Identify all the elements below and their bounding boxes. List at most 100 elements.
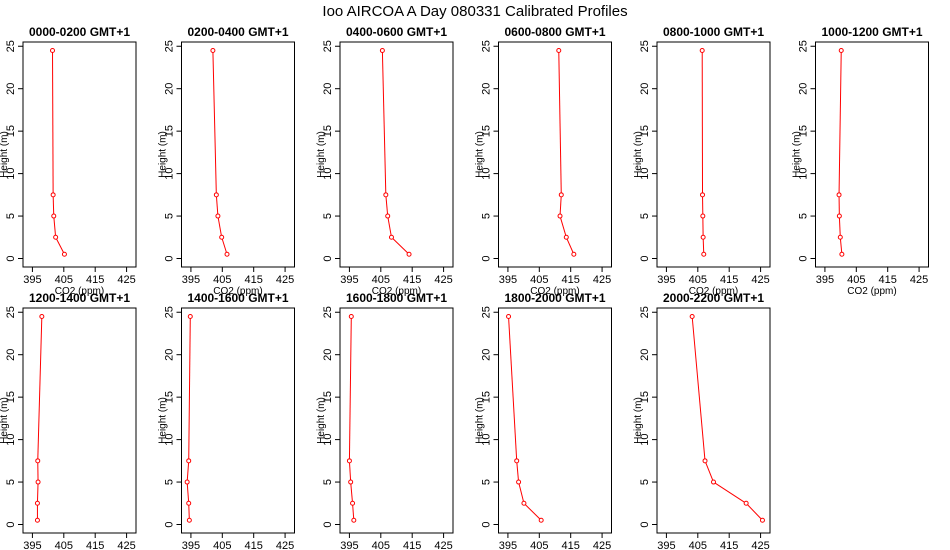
profile-point: [61, 251, 67, 257]
profile-point: [836, 213, 842, 219]
x-tick-label: 405: [689, 540, 707, 550]
profile-segment: [350, 482, 354, 504]
profile-point: [699, 47, 705, 53]
panel-7: 1200-1400 GMT+10510152025395405415425CO2…: [0, 291, 137, 550]
profile-point: [348, 479, 354, 485]
panel-6: 1000-1200 GMT+1 0 5 10 15 20 25 395 405 415 425 CO2…: [792, 25, 929, 297]
profile-segment: [702, 237, 705, 255]
y-tick-label: 20: [5, 349, 17, 361]
y-tick-label: 5: [798, 213, 810, 219]
x-tick-label: 395: [499, 274, 517, 286]
y-tick-label: 15: [481, 125, 493, 137]
profile-point: [187, 313, 193, 319]
y-tick-label: 25: [5, 40, 17, 52]
y-tick-label: 25: [481, 40, 493, 52]
profile-point: [711, 479, 716, 485]
x-tick-label: 415: [245, 274, 263, 286]
x-axis-label: CO2 (ppm): [372, 286, 421, 297]
y-tick-label: 25: [164, 306, 176, 318]
profile-point: [839, 251, 845, 257]
profile-point: [689, 313, 695, 319]
y-tick-label: 10: [322, 433, 334, 445]
x-tick-label: 415: [720, 274, 738, 286]
y-tick-label: 15: [481, 391, 493, 403]
profile-point: [34, 517, 40, 523]
profile-segment: [348, 316, 352, 461]
y-tick-label: 5: [639, 479, 651, 485]
panel-2: 0200-0400 GMT+1 0 5 10 15 20 25 395 405 415 425 CO2…: [158, 25, 295, 297]
profile-segment: [36, 482, 39, 504]
profile-point: [348, 313, 354, 319]
x-axis-label: CO2 (ppm): [530, 286, 579, 297]
profile-point: [759, 517, 765, 523]
x-tick-label: 425: [593, 274, 611, 286]
profile-point: [350, 500, 356, 506]
x-tick-label: 425: [117, 274, 135, 286]
y-tick-label: 5: [639, 213, 651, 219]
plot-frame: [498, 41, 612, 268]
y-axis-label: Height (m): [792, 131, 803, 178]
y-tick-label: 5: [481, 213, 493, 219]
profile-segment: [558, 50, 562, 195]
x-axis-label: CO2 (ppm): [847, 286, 896, 297]
x-tick-label: 405: [55, 274, 73, 286]
panel-title: 1200-1400 GMT+1: [29, 291, 130, 305]
profile-segment: [186, 482, 190, 504]
profile-point: [346, 458, 352, 464]
y-axis-label: Height (m): [158, 397, 169, 444]
y-tick-label: 20: [322, 349, 334, 361]
panel-8: 1400-1600 GMT+10510152025395405415425CO2…: [158, 291, 295, 550]
panel-3: 0400-0600 GMT+1 0 5 10 15 20 25 395 405 415 425 CO2…: [316, 25, 454, 297]
profile-segment: [52, 194, 55, 217]
profile-segment: [52, 50, 54, 195]
y-tick-label: 5: [164, 479, 176, 485]
y-tick-label: 15: [322, 125, 334, 137]
x-tick-label: 415: [562, 540, 580, 550]
profile-segment: [518, 481, 525, 504]
profile-point: [215, 213, 221, 219]
panel-title: 0000-0200 GMT+1: [29, 25, 130, 39]
profile-segment: [186, 460, 190, 483]
profile-point: [702, 458, 708, 464]
profile-point: [385, 213, 391, 219]
y-tick-label: 20: [639, 349, 651, 361]
x-tick-label: 415: [720, 540, 738, 550]
panel-1: 0000-0200 GMT+1 0 5 10 15 20 25 395 405 415 425 CO2…: [0, 25, 137, 297]
x-axis-label: CO2 (ppm): [55, 286, 104, 297]
plot-frame: [181, 41, 295, 268]
y-tick-label: 10: [798, 167, 810, 179]
y-tick-label: 15: [5, 391, 17, 403]
panel-title: 1000-1200 GMT+1: [821, 25, 922, 39]
profile-point: [563, 234, 569, 240]
x-tick-label: 395: [657, 540, 675, 550]
profile-segment: [37, 316, 43, 461]
panel-5: 0800-1000 GMT+1 0 5 10 15 20 25 395 405 415 425 CO2…: [633, 25, 771, 297]
y-tick-label: 20: [798, 83, 810, 95]
profile-point: [837, 234, 843, 240]
profile-point: [50, 192, 56, 198]
y-tick-label: 5: [481, 479, 493, 485]
x-tick-label: 405: [372, 274, 390, 286]
y-axis-label: Height (m): [0, 397, 10, 444]
plot-frame: [22, 41, 137, 268]
profile-segment: [839, 237, 843, 255]
plot-frame: [339, 307, 454, 534]
y-tick-label: 20: [5, 83, 17, 95]
profile-point: [213, 192, 219, 198]
x-tick-label: 415: [562, 274, 580, 286]
profile-point: [700, 234, 706, 240]
x-tick-label: 415: [86, 540, 104, 550]
profile-point: [35, 458, 41, 464]
profile-segment: [838, 50, 842, 195]
y-tick-label: 0: [5, 521, 17, 527]
y-tick-label: 15: [164, 125, 176, 137]
profile-point: [700, 192, 706, 198]
profile-segment: [381, 50, 387, 195]
y-tick-label: 25: [481, 306, 493, 318]
plot-frame: [339, 41, 454, 268]
plot-frame: [181, 307, 295, 534]
y-tick-label: 10: [322, 167, 334, 179]
y-tick-label: 5: [5, 213, 17, 219]
x-tick-label: 425: [434, 274, 452, 286]
y-tick-label: 25: [322, 306, 334, 318]
